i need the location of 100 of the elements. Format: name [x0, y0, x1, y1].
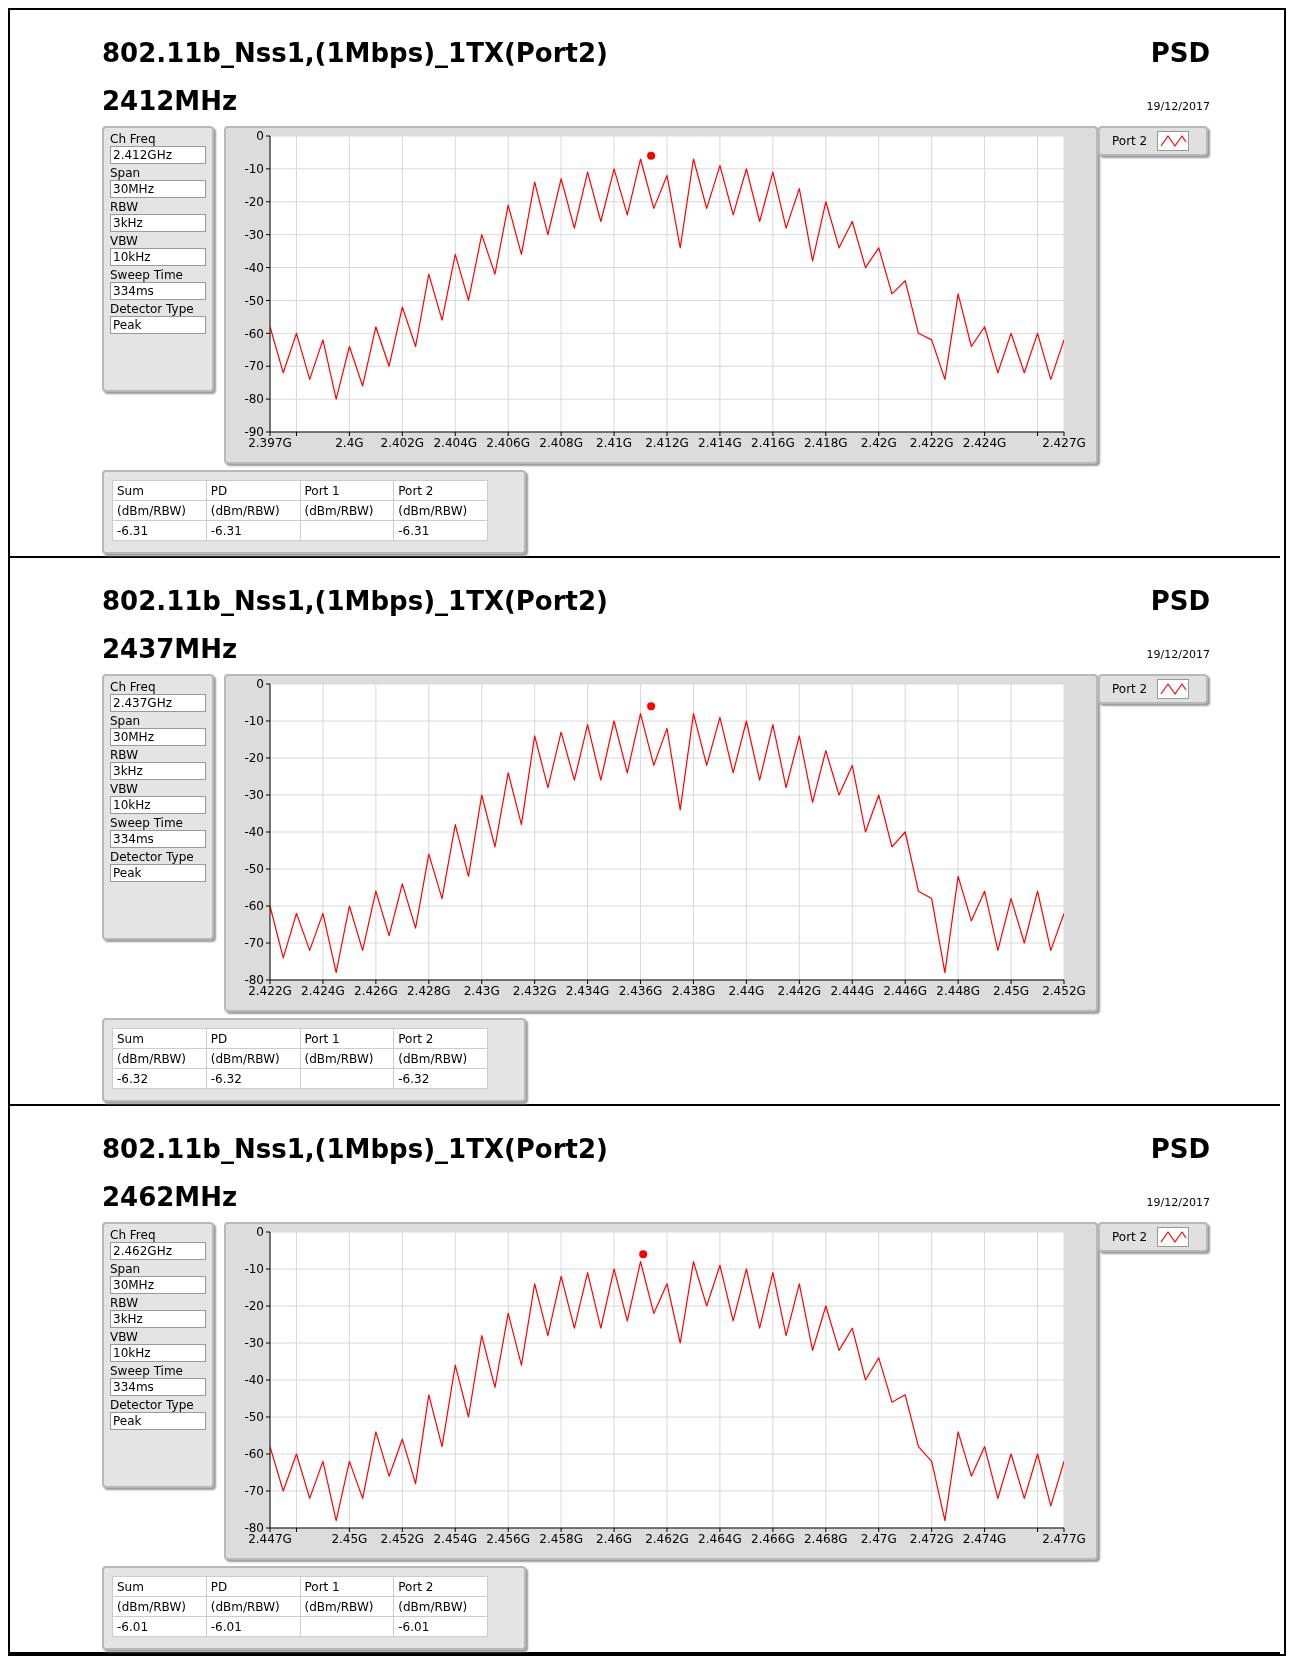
y-tick-label: -70: [244, 936, 264, 951]
y-tick-label: 0: [256, 677, 264, 692]
text: Sweep Time: [110, 1364, 184, 1378]
y-tick-label: 0: [256, 1225, 264, 1240]
text: PD: [206, 1028, 300, 1049]
y-tick-label: -20: [244, 195, 264, 210]
y-tick-label: -30: [244, 227, 264, 242]
text: RBW: [110, 748, 139, 762]
text: (dBm/RBW): [206, 500, 300, 521]
text: Detector Type: [110, 1398, 195, 1412]
text: 334ms: [110, 282, 206, 300]
text: 19/12/2017: [1146, 100, 1210, 113]
text: (dBm/RBW): [393, 1048, 488, 1069]
text: -6.31: [112, 520, 207, 541]
text: 3kHz: [110, 214, 206, 232]
y-tick-label: -70: [244, 359, 264, 374]
x-tick-label: 2.406G: [486, 435, 531, 450]
text: (dBm/RBW): [206, 1048, 300, 1069]
x-tick-label: 2.436G: [618, 983, 663, 998]
text: (dBm/RBW): [300, 1048, 394, 1069]
text: VBW: [110, 1330, 139, 1344]
x-tick-label: 2.4G: [335, 435, 364, 450]
text: Sum: [112, 1028, 207, 1049]
line-series: [270, 1261, 1064, 1522]
text: 10kHz: [110, 1344, 206, 1362]
y-tick-label: -40: [244, 825, 264, 840]
y-tick-label: -20: [244, 1299, 264, 1314]
text: PD: [206, 480, 300, 501]
text: (dBm/RBW): [112, 500, 207, 521]
text: (dBm/RBW): [300, 500, 394, 521]
x-tick-label: 2.408G: [539, 435, 583, 450]
y-tick-label: -80: [244, 392, 264, 407]
x-tick-label: 2.462G: [645, 1531, 689, 1546]
y-tick-label: -30: [244, 788, 264, 803]
x-tick-label: 2.44G: [728, 983, 765, 998]
text: 334ms: [110, 1378, 206, 1396]
text: Detector Type: [110, 302, 195, 316]
text: -6.32: [393, 1068, 488, 1089]
y-tick-label: -10: [244, 1262, 264, 1277]
text: (dBm/RBW): [206, 1596, 300, 1617]
text: 3kHz: [110, 762, 206, 780]
text: Sum: [112, 1576, 207, 1597]
text: VBW: [110, 782, 139, 796]
x-tick-label: 2.428G: [406, 983, 451, 998]
x-tick-label: 2.477G: [1042, 1531, 1086, 1546]
text: Ch Freq: [110, 1228, 157, 1242]
y-tick-label: -40: [244, 1373, 264, 1388]
x-tick-label: 2.418G: [803, 435, 848, 450]
text: 30MHz: [110, 180, 206, 198]
x-tick-label: 2.426G: [354, 983, 398, 998]
text: -6.01: [112, 1616, 207, 1637]
legend-label: Port 2: [1112, 682, 1148, 696]
text: PSD: [1150, 38, 1210, 68]
text: 2.437GHz: [110, 694, 206, 712]
y-tick-label: -60: [244, 899, 264, 914]
text: Port 2: [393, 1576, 488, 1597]
x-tick-label: 2.404G: [433, 435, 478, 450]
legend-label: Port 2: [1112, 1230, 1148, 1244]
x-tick-label: 2.444G: [830, 983, 875, 998]
text: 10kHz: [110, 248, 206, 266]
x-tick-label: 2.438G: [671, 983, 716, 998]
text: -6.31: [393, 520, 488, 541]
x-tick-label: 2.466G: [751, 1531, 795, 1546]
text: -6.01: [206, 1616, 300, 1637]
text: 2.412GHz: [110, 146, 206, 164]
x-tick-label: 2.43G: [463, 983, 500, 998]
x-tick-label: 2.422G: [248, 983, 292, 998]
chart-title: 802.11b_Nss1,(1Mbps)_1TX(Port2): [102, 586, 608, 616]
text: 334ms: [110, 830, 206, 848]
chart-title: 802.11b_Nss1,(1Mbps)_1TX(Port2): [102, 1134, 608, 1164]
text: Sweep Time: [110, 816, 184, 830]
text: 2.462GHz: [110, 1242, 206, 1260]
y-tick-label: -10: [244, 714, 264, 729]
text: 3kHz: [110, 1310, 206, 1328]
x-tick-label: 2.464G: [698, 1531, 742, 1546]
x-tick-label: 2.416G: [751, 435, 795, 450]
text: Span: [110, 166, 142, 180]
x-tick-label: 2.452G: [380, 1531, 425, 1546]
x-tick-label: 2.468G: [803, 1531, 848, 1546]
text: Span: [110, 714, 142, 728]
y-tick-label: -70: [244, 1484, 264, 1499]
y-tick-label: -50: [244, 293, 264, 308]
x-tick-label: 2.427G: [1042, 435, 1086, 450]
x-tick-label: 2.45G: [331, 1531, 368, 1546]
x-tick-label: 2.458G: [539, 1531, 583, 1546]
text: 19/12/2017: [1146, 648, 1210, 661]
x-tick-label: 2.402G: [380, 435, 425, 450]
text: 30MHz: [110, 728, 206, 746]
text: RBW: [110, 1296, 139, 1310]
x-tick-label: 2.412G: [645, 435, 689, 450]
line-series: [270, 713, 1064, 974]
text: Peak: [110, 1412, 206, 1430]
y-tick-label: -60: [244, 326, 264, 341]
text: (dBm/RBW): [112, 1596, 207, 1617]
chart-subtitle: 2462MHz: [102, 1182, 238, 1212]
chart-title: 802.11b_Nss1,(1Mbps)_1TX(Port2): [102, 38, 608, 68]
text: -6.31: [206, 520, 300, 541]
text: -6.32: [112, 1068, 207, 1089]
x-tick-label: 2.47G: [860, 1531, 897, 1546]
x-tick-label: 2.474G: [962, 1531, 1007, 1546]
